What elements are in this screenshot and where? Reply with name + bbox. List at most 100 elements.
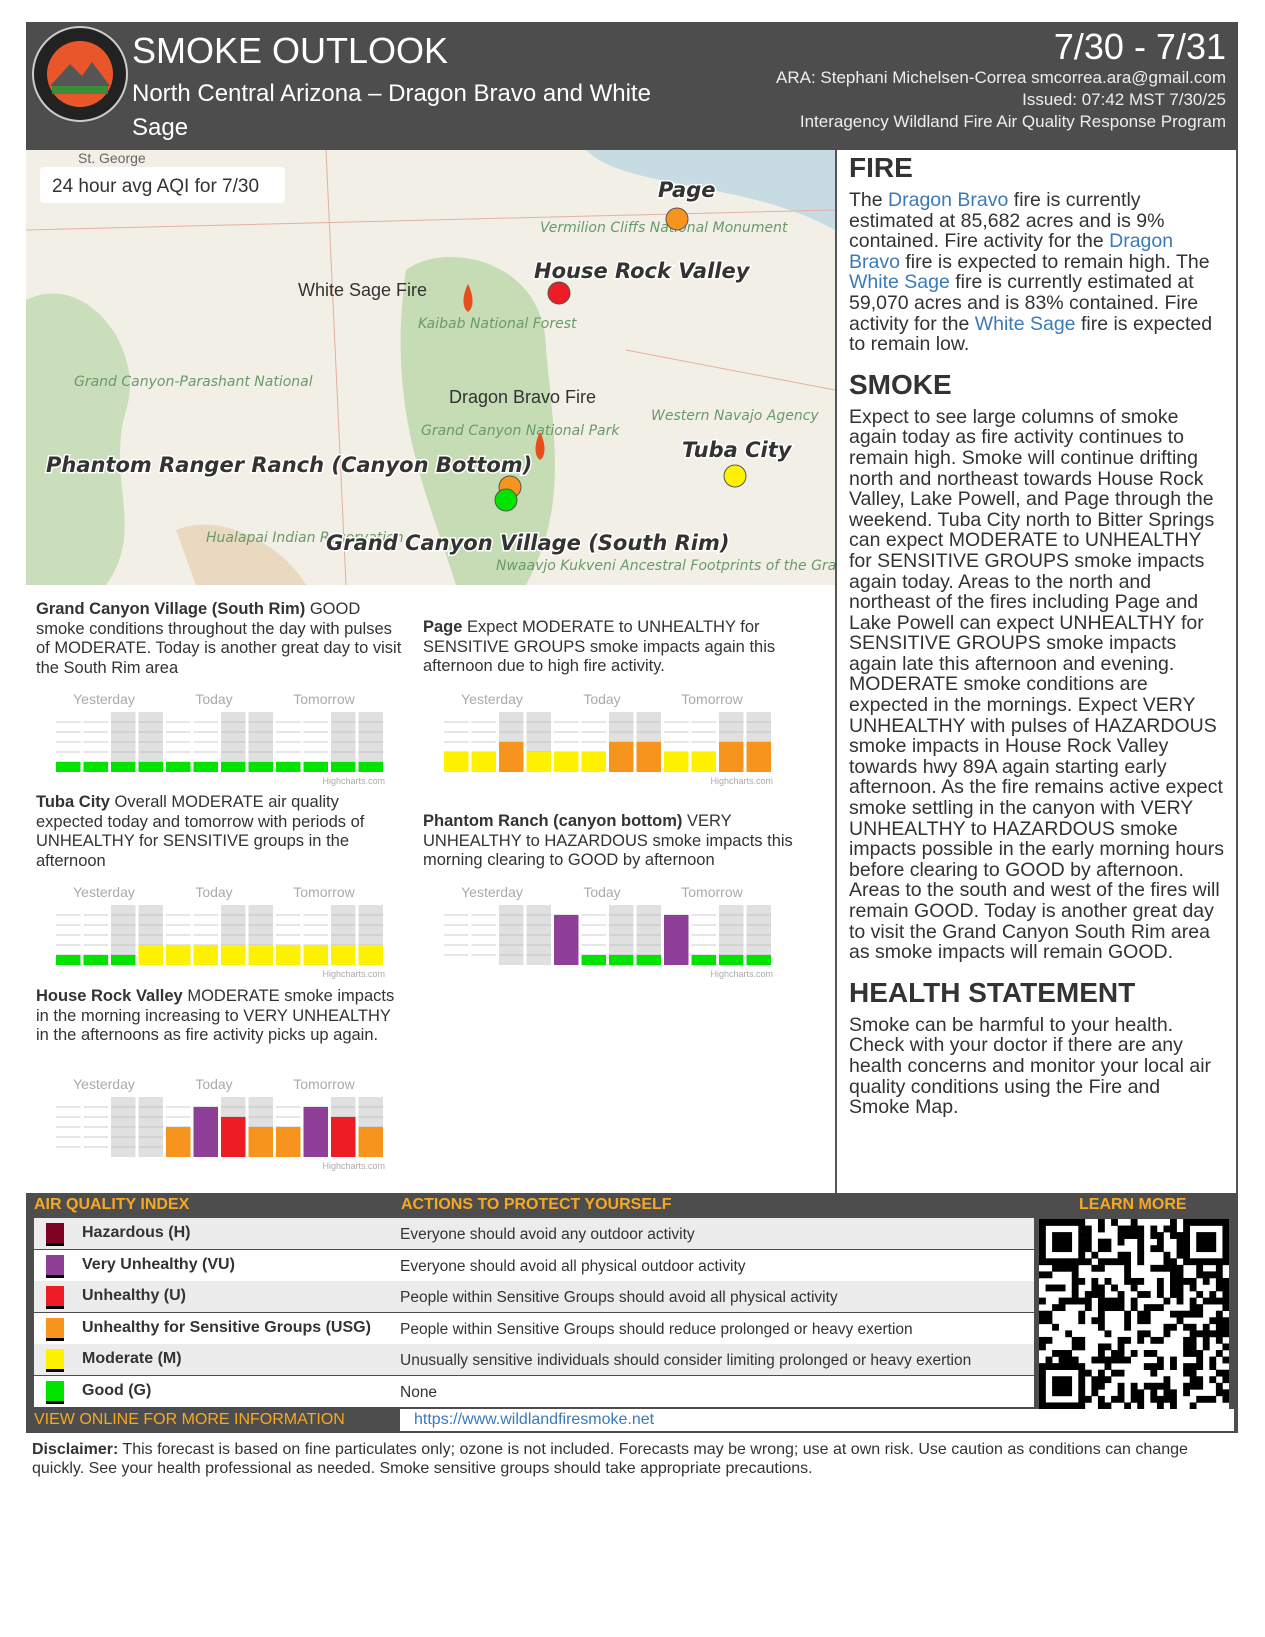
qr-module — [1143, 1317, 1151, 1325]
qr-module — [1058, 1402, 1066, 1409]
link[interactable]: Dragon Bravo — [849, 230, 1174, 273]
qr-module — [1052, 1219, 1059, 1226]
aqi-header: ACTIONS TO PROTECT YOURSELF — [401, 1196, 672, 1213]
aqi-bar — [526, 752, 551, 772]
qr-module — [1045, 1317, 1053, 1325]
qr-module — [1215, 1264, 1223, 1272]
qr-module — [1078, 1251, 1086, 1259]
qr-module — [1117, 1238, 1125, 1246]
day-label: Tomorrow — [293, 691, 355, 707]
aqi-bar — [248, 945, 273, 965]
location-forecast: VERY UNHEALTHY to HAZARDOUS smoke impact… — [423, 812, 793, 869]
link[interactable]: Dragon Bravo — [888, 189, 1009, 211]
qr-module — [1058, 1264, 1066, 1272]
qr-module — [1183, 1389, 1190, 1397]
text: fire is expected to remain high. The — [899, 250, 1210, 273]
qr-module — [1170, 1284, 1177, 1292]
qr-module — [1065, 1258, 1073, 1266]
qr-module — [1065, 1219, 1073, 1226]
qr-module — [1176, 1284, 1184, 1292]
aqi-bar — [331, 762, 356, 772]
aqi-bar — [691, 955, 716, 965]
qr-module — [1078, 1376, 1086, 1384]
aqi-bar — [111, 955, 136, 965]
qr-module — [1202, 1238, 1210, 1246]
qr-module — [1065, 1356, 1073, 1364]
qr-module — [1202, 1336, 1210, 1344]
qr-module — [1189, 1310, 1197, 1318]
qr-module — [1189, 1304, 1197, 1312]
qr-module — [1065, 1238, 1073, 1246]
qr-module — [1078, 1402, 1086, 1409]
aqi-bar — [554, 915, 579, 965]
aqi-bar — [276, 1127, 301, 1157]
qr-module — [1104, 1343, 1112, 1351]
qr-module — [1117, 1225, 1125, 1233]
qr-module — [1215, 1382, 1223, 1390]
qr-module — [1150, 1245, 1158, 1253]
qr-module — [1084, 1245, 1092, 1253]
day-label: Yesterday — [461, 884, 523, 900]
qr-module — [1170, 1363, 1177, 1370]
qr-module — [1071, 1258, 1079, 1266]
qr-module — [1091, 1251, 1099, 1259]
url-link[interactable]: https://www.wildlandfiresmoke.net — [414, 1411, 655, 1428]
qr-module — [1222, 1304, 1229, 1312]
link[interactable]: White Sage — [849, 271, 950, 294]
aqi-table: AIR QUALITY INDEX ACTIONS TO PROTECT YOU… — [26, 1193, 1238, 1433]
qr-module — [1137, 1310, 1145, 1318]
qr-module — [1163, 1389, 1171, 1397]
qr-module — [1124, 1225, 1132, 1233]
qr-module — [1078, 1310, 1086, 1318]
chart-credit: Highcharts.com — [322, 969, 385, 979]
qr-module — [1143, 1304, 1151, 1312]
qr-module — [1104, 1297, 1112, 1305]
aqi-swatch — [46, 1380, 64, 1404]
day-label: Tomorrow — [293, 1076, 355, 1092]
qr-module — [1065, 1264, 1073, 1272]
qr-module — [1189, 1330, 1197, 1338]
qr-module — [1189, 1402, 1197, 1409]
qr-module — [1097, 1376, 1105, 1384]
qr-module — [1117, 1389, 1125, 1397]
place-label: Kaibab National Forest — [418, 316, 577, 332]
qr-module — [1039, 1245, 1046, 1253]
qr-module — [1176, 1271, 1184, 1279]
aqi-bar — [221, 945, 246, 965]
aqi-bar — [719, 742, 744, 772]
qr-module — [1137, 1402, 1145, 1409]
qr-module — [1111, 1219, 1118, 1226]
link[interactable]: White Sage — [974, 312, 1076, 335]
qr-module — [1215, 1284, 1223, 1292]
qr-module — [1137, 1389, 1145, 1397]
qr-code[interactable] — [1039, 1219, 1229, 1409]
qr-module — [1215, 1369, 1223, 1377]
location-forecast: Expect MODERATE to UNHEALTHY for SENSITI… — [423, 618, 776, 675]
health-heading: HEALTH STATEMENT — [849, 976, 1136, 1008]
qr-module — [1071, 1284, 1079, 1292]
qr-module — [1170, 1356, 1177, 1364]
qr-module — [1196, 1245, 1204, 1253]
place-label: St. George — [78, 150, 146, 166]
qr-module — [1071, 1291, 1079, 1298]
qr-module — [1170, 1310, 1177, 1318]
qr-module — [1176, 1317, 1184, 1325]
qr-module — [1065, 1350, 1073, 1357]
qr-module — [1078, 1363, 1086, 1370]
day-label: Yesterday — [73, 884, 135, 900]
qr-module — [1097, 1402, 1105, 1409]
aqi-bar — [471, 752, 496, 772]
qr-module — [1045, 1284, 1053, 1292]
location-name: House Rock Valley — [36, 987, 183, 1005]
qr-module — [1097, 1225, 1105, 1233]
qr-module — [1222, 1251, 1229, 1259]
qr-module — [1130, 1225, 1138, 1233]
qr-module — [1071, 1363, 1079, 1370]
qr-module — [1196, 1350, 1204, 1357]
subtitle: North Central Arizona – Dragon Bravo and… — [132, 80, 651, 141]
qr-module — [1196, 1382, 1204, 1390]
qr-module — [1097, 1317, 1105, 1325]
qr-module — [1097, 1297, 1105, 1305]
qr-module — [1058, 1389, 1066, 1397]
qr-module — [1097, 1291, 1105, 1298]
